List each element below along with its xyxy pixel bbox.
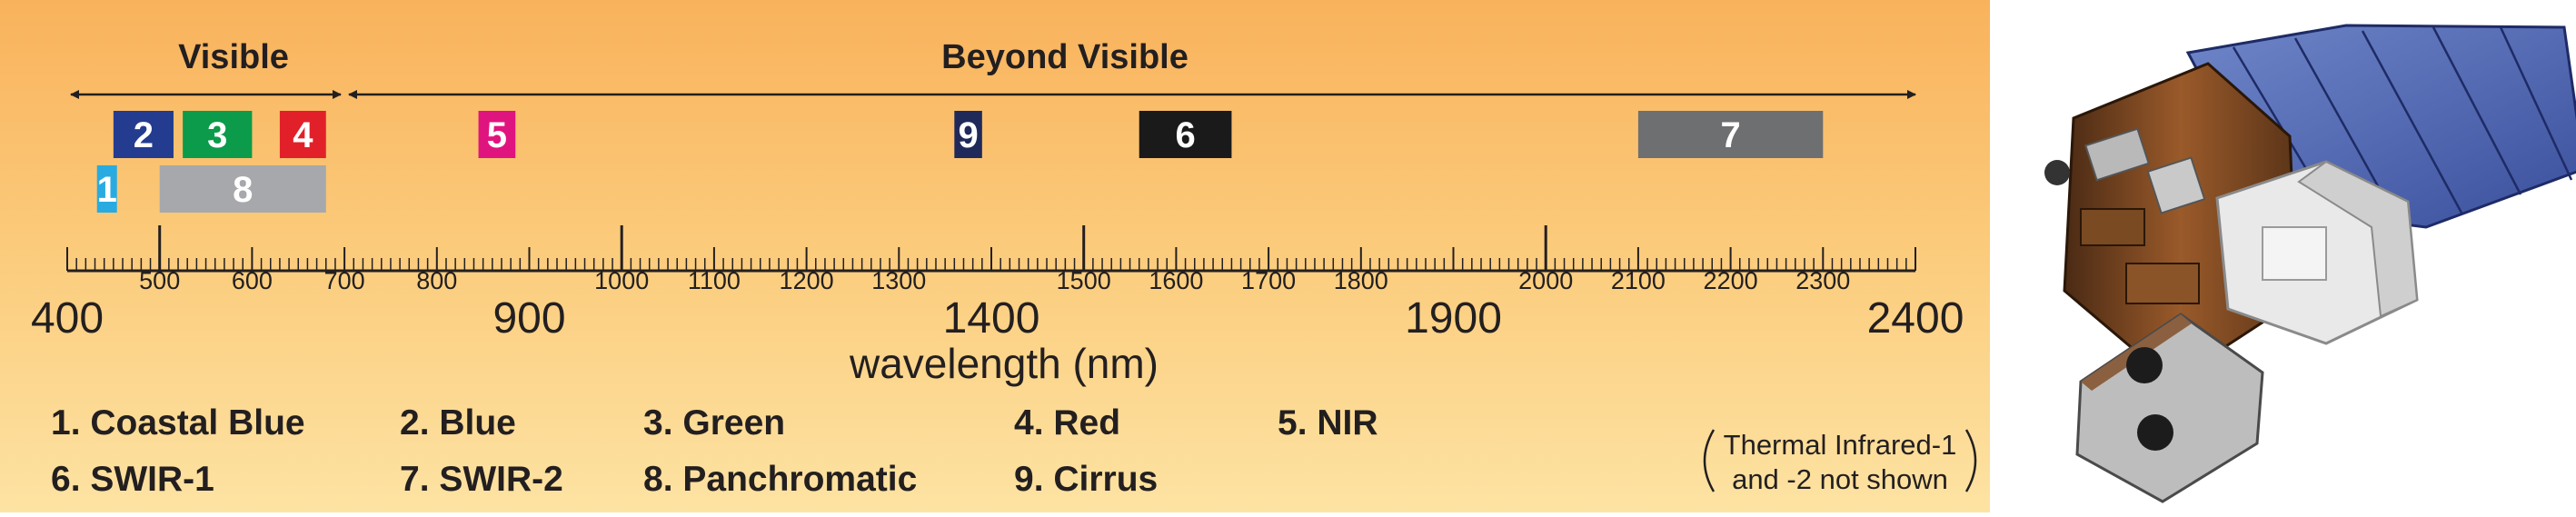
wavelength-axis: 500 600 700 800 1000 1100 1200 1300 1500 1600 1700… bbox=[31, 225, 1964, 343]
visible-region-label: Visible bbox=[178, 38, 289, 76]
tick-label: 1000 bbox=[594, 267, 649, 294]
band-5: 5 bbox=[478, 111, 516, 158]
legend-item: 1. Coastal Blue bbox=[51, 403, 305, 442]
tick-label: 2200 bbox=[1704, 267, 1758, 294]
band-4: 4 bbox=[279, 111, 326, 158]
legend-item: 9. Cirrus bbox=[1014, 460, 1158, 499]
wavelength-band-diagram: Visible Beyond Visible 12 3 4 5 6 7 8 9 500 600 7… bbox=[31, 38, 1977, 499]
tick-label: 1500 bbox=[1057, 267, 1111, 294]
band-6: 6 bbox=[1139, 111, 1232, 158]
band-8: 8 bbox=[159, 165, 326, 213]
right-paren bbox=[1964, 429, 1977, 492]
band-1-bar bbox=[96, 165, 117, 213]
band-4-bar bbox=[279, 111, 326, 158]
tick-label: 1600 bbox=[1149, 267, 1203, 294]
legend-item: 3. Green bbox=[643, 403, 785, 442]
band-4-number: 4 bbox=[293, 115, 313, 155]
band-7-number: 7 bbox=[1720, 115, 1740, 155]
tick-label: 2000 bbox=[1518, 267, 1573, 294]
band-3-number: 3 bbox=[207, 115, 227, 155]
spectral-bands: 12 3 4 5 6 7 8 9 bbox=[97, 111, 1824, 213]
band-9-number: 9 bbox=[958, 115, 978, 155]
major-tick-label: 400 bbox=[31, 294, 104, 343]
band-9: 9 bbox=[954, 111, 982, 158]
legend-item: 4. Red bbox=[1014, 403, 1120, 442]
tick-label: 2100 bbox=[1611, 267, 1666, 294]
thermal-note-line1: Thermal Infrared-1 bbox=[1724, 429, 1957, 461]
tick-label: 1300 bbox=[871, 267, 926, 294]
band-3: 3 bbox=[183, 111, 253, 158]
band-8-number: 8 bbox=[233, 170, 253, 210]
thermal-note: Thermal Infrared-1 and -2 not shown bbox=[1703, 429, 1977, 495]
beyond-visible-region-label: Beyond Visible bbox=[941, 38, 1189, 76]
instrument-housing bbox=[2215, 160, 2419, 345]
legend-item: 7. SWIR-2 bbox=[400, 460, 563, 499]
tick-label: 600 bbox=[232, 267, 273, 294]
legend-item: 5. NIR bbox=[1278, 403, 1378, 442]
tick-label: 500 bbox=[139, 267, 180, 294]
sensor-aperture bbox=[2137, 414, 2173, 451]
left-paren bbox=[1703, 429, 1716, 492]
band-2-number: 2 bbox=[134, 115, 154, 155]
band-6-number: 6 bbox=[1175, 115, 1195, 155]
band-1-number: 1 bbox=[97, 170, 117, 210]
band-3-bar bbox=[183, 111, 253, 158]
band-2: 2 bbox=[113, 111, 174, 158]
tick-label: 700 bbox=[324, 267, 365, 294]
band-2-bar bbox=[113, 111, 174, 158]
major-tick-label: 1400 bbox=[943, 294, 1040, 343]
band-7-bar bbox=[1637, 111, 1824, 158]
major-tick-label: 2400 bbox=[1867, 294, 1964, 343]
tick-label: 800 bbox=[416, 267, 457, 294]
thermal-note-line2: and -2 not shown bbox=[1732, 463, 1948, 495]
major-tick-label: 1900 bbox=[1405, 294, 1502, 343]
axis-title: wavelength (nm) bbox=[849, 340, 1159, 387]
band-legend: 1. Coastal Blue 2. Blue 3. Green 4. Red … bbox=[51, 403, 1378, 499]
band-9-bar bbox=[954, 111, 982, 158]
landsat-satellite-illustration bbox=[2044, 24, 2576, 503]
tick-label: 1800 bbox=[1334, 267, 1388, 294]
legend-item: 8. Panchromatic bbox=[643, 460, 917, 499]
legend-item: 2. Blue bbox=[400, 403, 516, 442]
sensor-aperture bbox=[2126, 347, 2163, 383]
tick-label: 2300 bbox=[1795, 267, 1850, 294]
tick-label: 1200 bbox=[780, 267, 834, 294]
band-5-number: 5 bbox=[487, 115, 507, 155]
band-5-bar bbox=[478, 111, 516, 158]
major-tick-label: 900 bbox=[492, 294, 565, 343]
band-1: 1 bbox=[97, 165, 117, 213]
sensor-box bbox=[2075, 313, 2264, 503]
tick-label: 1100 bbox=[688, 267, 741, 294]
band-8-bar bbox=[159, 165, 326, 213]
band-7: 7 bbox=[1637, 111, 1824, 158]
tick-label: 1700 bbox=[1241, 267, 1296, 294]
legend-item: 6. SWIR-1 bbox=[51, 460, 214, 499]
band-6-bar bbox=[1139, 111, 1232, 158]
